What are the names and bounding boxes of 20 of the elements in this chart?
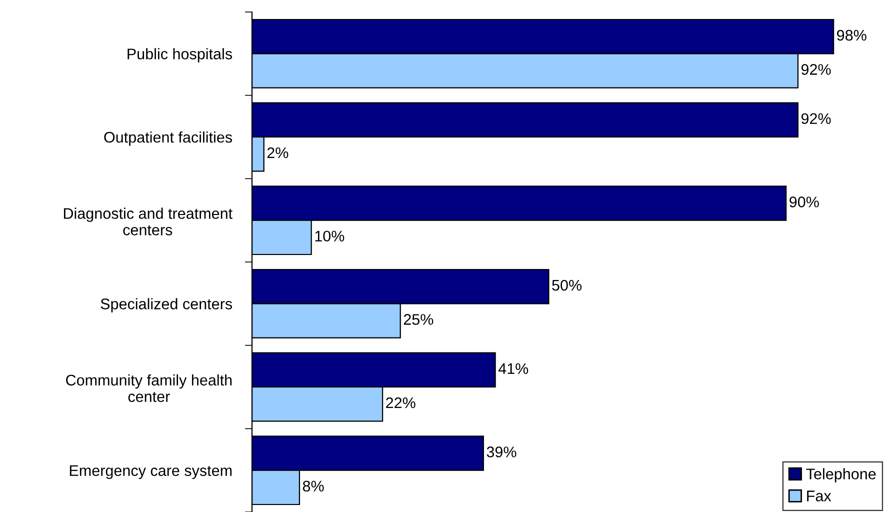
data-label: 10% — [315, 230, 344, 242]
y-tick-label: Emergency care system — [70, 465, 232, 480]
data-label: 41% — [498, 363, 528, 374]
data-label: 22% — [386, 397, 416, 408]
data-label: 92% — [801, 64, 831, 75]
y-tick-label: Outpatient facilities — [104, 131, 232, 146]
y-tick-label: Diagnostic and treatment centers — [64, 208, 232, 236]
data-label: 8% — [302, 480, 324, 492]
data-label: 90% — [790, 196, 819, 208]
y-tick-label: Community family health center — [66, 374, 232, 402]
y-tick-label: Public hospitals — [128, 48, 232, 62]
data-label: 98% — [837, 30, 866, 41]
data-label: 2% — [267, 147, 288, 158]
legend-label: Fax — [807, 490, 832, 502]
data-label: 50% — [552, 280, 582, 291]
data-label: 25% — [404, 314, 434, 325]
legend-label: Telephone — [806, 468, 876, 482]
data-label: 39% — [486, 446, 516, 458]
data-label: 92% — [801, 113, 831, 124]
y-tick-label: Specialized centers — [100, 298, 232, 312]
